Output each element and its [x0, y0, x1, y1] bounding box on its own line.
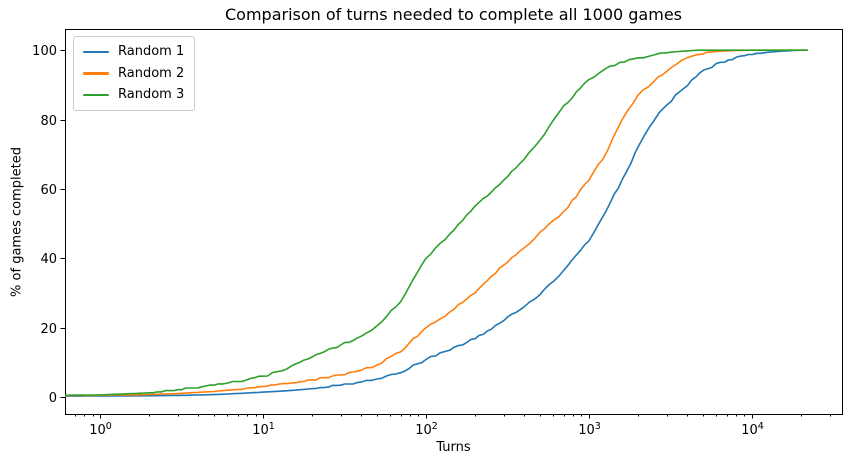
- y-tick-label: 0: [49, 391, 57, 406]
- legend-label: Random 1: [118, 44, 185, 60]
- legend: Random 1 Random 2 Random 3: [73, 36, 196, 111]
- legend-item: Random 1: [83, 41, 184, 63]
- x-tick-label: 104: [741, 421, 764, 438]
- legend-label: Random 3: [118, 87, 185, 103]
- legend-line-swatch-random-2: [83, 72, 109, 75]
- legend-item: Random 3: [83, 84, 184, 106]
- series-line-random-2: [65, 49, 808, 397]
- y-tick-label: 80: [40, 114, 57, 129]
- y-tick-label: 20: [40, 322, 57, 337]
- x-tick-label: 101: [252, 421, 275, 438]
- y-tick-label: 40: [40, 252, 57, 267]
- legend-item: Random 2: [83, 63, 184, 85]
- y-tick-label: 100: [32, 44, 57, 59]
- legend-line-swatch-random-3: [83, 93, 109, 96]
- legend-label: Random 2: [118, 65, 185, 81]
- x-tick-label: 103: [578, 421, 601, 438]
- x-tick-label: 100: [89, 421, 112, 438]
- chart-title: Comparison of turns needed to complete a…: [224, 5, 682, 24]
- legend-line-swatch-random-1: [83, 50, 109, 53]
- series-line-random-3: [64, 49, 808, 397]
- plot-border: [65, 29, 843, 415]
- series-line-random-1: [65, 49, 808, 397]
- y-axis-label: % of games completed: [9, 147, 25, 297]
- y-tick-label: 60: [40, 183, 57, 198]
- x-axis-label: Turns: [436, 440, 471, 455]
- x-tick-label: 102: [415, 421, 438, 438]
